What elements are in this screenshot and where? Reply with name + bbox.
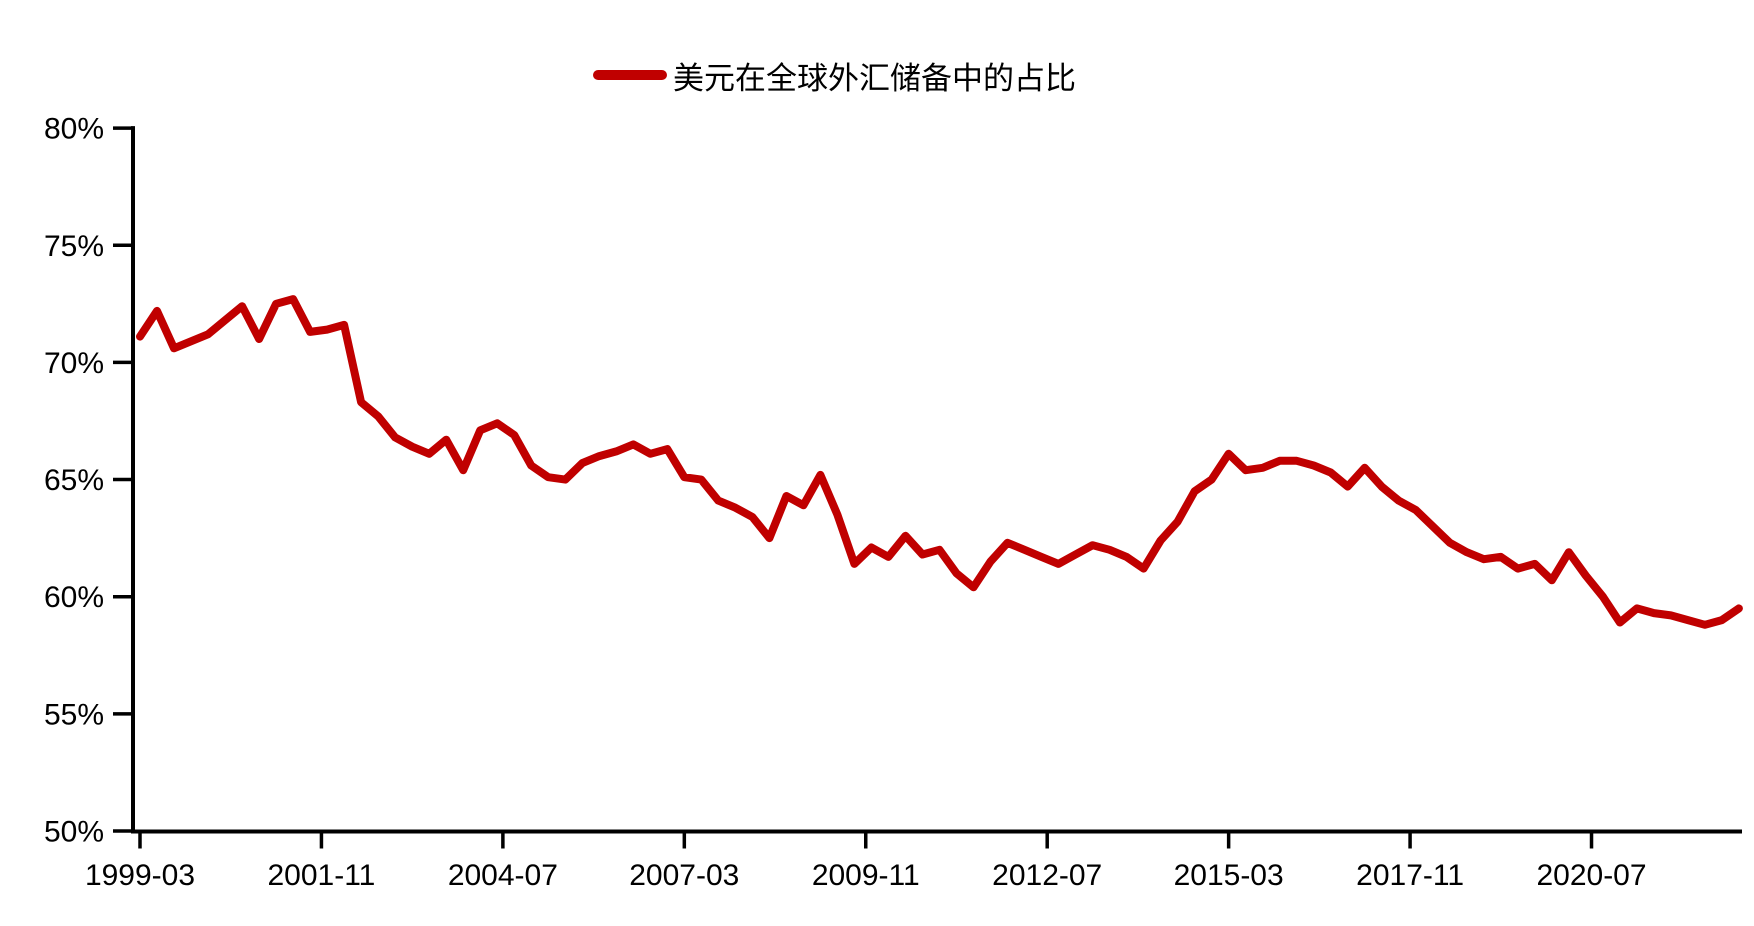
y-tick-label: 65% bbox=[44, 464, 104, 497]
legend-line-swatch bbox=[593, 70, 667, 80]
data-series-line bbox=[136, 295, 1743, 629]
y-tick-label: 55% bbox=[44, 698, 104, 731]
x-tick-label: 2007-03 bbox=[629, 859, 739, 892]
x-tick-label: 2017-11 bbox=[1356, 859, 1464, 892]
x-tick-label: 1999-03 bbox=[85, 859, 195, 892]
y-tick-label: 50% bbox=[44, 816, 104, 849]
y-tick-label: 60% bbox=[44, 581, 104, 614]
y-tick-label: 70% bbox=[44, 347, 104, 380]
legend: 美元在全球外汇储备中的占比 bbox=[593, 55, 1076, 96]
y-tick-label: 80% bbox=[44, 113, 104, 146]
y-tick-label: 75% bbox=[44, 230, 104, 263]
x-tick-label: 2015-03 bbox=[1174, 859, 1284, 892]
x-tick-label: 2020-07 bbox=[1536, 859, 1646, 892]
x-tick-label: 2001-11 bbox=[268, 859, 376, 892]
legend-label: 美元在全球外汇储备中的占比 bbox=[673, 60, 1076, 96]
x-tick-label: 2004-07 bbox=[448, 859, 558, 892]
x-tick-label: 2009-11 bbox=[812, 859, 920, 892]
x-tick-label: 2012-07 bbox=[992, 859, 1102, 892]
